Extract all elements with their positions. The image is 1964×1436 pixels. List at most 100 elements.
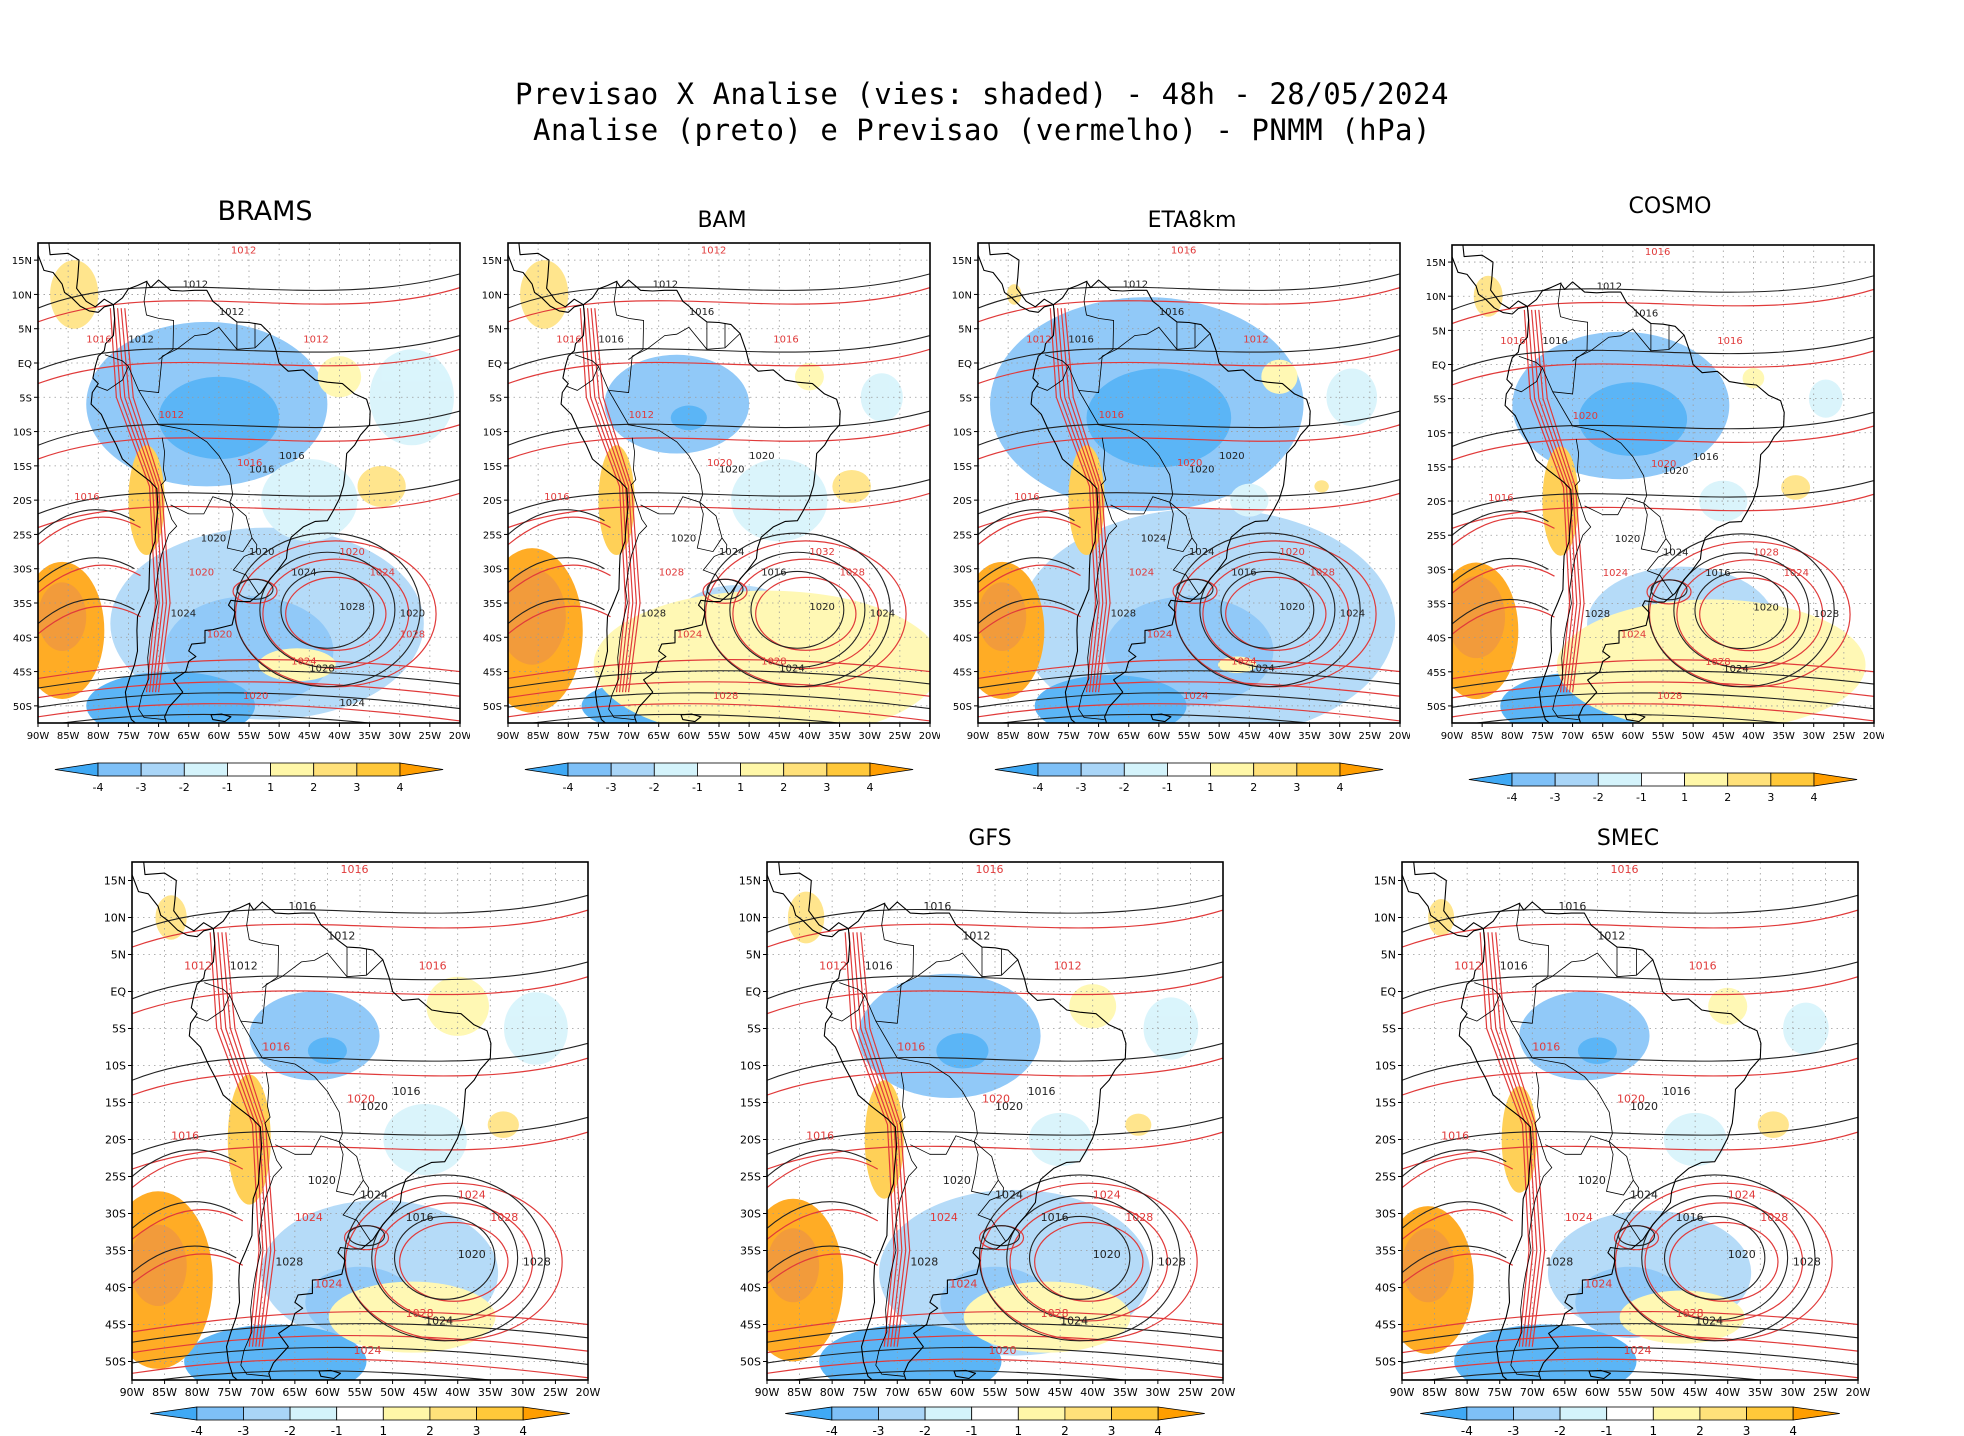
colorbar-segment <box>1513 1406 1561 1421</box>
lon-tick-label: 75W <box>1057 731 1080 742</box>
analysis-isobar-label: 1020 <box>201 533 226 544</box>
forecast-isobar-label: 1020 <box>243 691 268 702</box>
lat-tick-label: 35S <box>105 1245 126 1258</box>
lon-tick-label: 85W <box>152 1386 177 1399</box>
lon-tick-label: 40W <box>798 731 821 742</box>
colorbar-segment <box>1684 772 1729 787</box>
colorbar-label: -2 <box>284 1424 296 1436</box>
forecast-isobar-label: 1028 <box>840 568 865 579</box>
colorbar-segment <box>653 762 698 777</box>
colorbar-segment <box>313 762 358 777</box>
lat-tick-label: EQ <box>1380 986 1396 999</box>
contour-labels: 1012101610161020102010201024102810241016… <box>544 245 895 702</box>
lat-tick-label: 15N <box>952 256 972 267</box>
analysis-isobar-label: 1028 <box>1793 1255 1821 1268</box>
analysis-isobar-label: 1012 <box>230 959 258 972</box>
lat-tick-label: EQ <box>18 359 32 370</box>
lon-tick-label: 45W <box>1683 1386 1708 1399</box>
lat-tick-label: 40S <box>1427 634 1446 645</box>
lon-tick-label: 80W <box>820 1386 845 1399</box>
lon-tick-label: 55W <box>708 731 731 742</box>
colorbar-label: 1 <box>1207 781 1214 794</box>
colorbar-label: 3 <box>823 781 830 794</box>
colorbar-label: -3 <box>606 781 617 794</box>
lat-tick-label: 30S <box>1375 1208 1396 1221</box>
lat-tick-label: 10S <box>740 1060 761 1073</box>
analysis-isobar-label: 1020 <box>719 465 744 476</box>
lon-tick-label: 35W <box>478 1386 503 1399</box>
forecast-isobar-label: 1016 <box>1099 410 1124 421</box>
lat-tick-label: EQ <box>1432 361 1446 372</box>
forecast-isobar-label: 1020 <box>707 458 732 469</box>
lat-tick-label: 15N <box>482 256 502 267</box>
country-borders <box>96 280 271 720</box>
lon-tick-label: 20W <box>1846 1386 1871 1399</box>
analysis-isobar-label: 1012 <box>653 280 678 291</box>
lat-tick-label: 40S <box>105 1282 126 1295</box>
lon-tick-label: 85W <box>527 731 550 742</box>
lat-tick-label: 10N <box>104 912 126 925</box>
lat-tick-label: 10N <box>739 912 761 925</box>
lon-tick-label: 90W <box>755 1386 780 1399</box>
country-borders <box>1510 282 1685 720</box>
analysis-isobar-label: 1012 <box>128 334 153 345</box>
lon-tick-label: 45W <box>1712 731 1735 742</box>
colorbar-segment <box>524 762 569 777</box>
lat-tick-label: 25S <box>13 530 32 541</box>
bias-shading <box>1452 275 1866 723</box>
forecast-isobar-label: 1012 <box>1454 959 1482 972</box>
analysis-isobar-label: 1024 <box>1695 1315 1723 1328</box>
country-borders <box>830 902 1019 1377</box>
forecast-isobar-label: 1024 <box>1603 568 1628 579</box>
lon-tick-label: 50W <box>1208 731 1231 742</box>
analysis-isobar-label: 1016 <box>249 465 274 476</box>
forecast-isobar-label: 1012 <box>819 959 847 972</box>
analysis-isobar-label: 1020 <box>1189 465 1214 476</box>
lat-tick-label: 45S <box>1427 668 1446 679</box>
lon-tick-label: 25W <box>419 731 442 742</box>
lat-tick-label: 25S <box>105 1171 126 1184</box>
lon-tick-label: 30W <box>510 1386 535 1399</box>
colorbar-label: 2 <box>780 781 787 794</box>
analysis-isobar-label: 1012 <box>327 930 355 943</box>
forecast-isobar-label: 1016 <box>1171 245 1196 256</box>
lon-tick-label: 65W <box>177 731 200 742</box>
forecast-isobar-label: 1024 <box>1623 1344 1651 1357</box>
title-line-2: Analise (preto) e Previsao (vermelho) - … <box>533 113 1431 147</box>
forecast-isobar-label: 1028 <box>490 1211 518 1224</box>
analysis-isobar-label: 1016 <box>865 959 893 972</box>
analysis-isobar-label: 1020 <box>943 1174 971 1187</box>
lat-tick-label: 30S <box>953 565 972 576</box>
lon-tick-label: 65W <box>917 1386 942 1399</box>
lon-tick-label: 50W <box>738 731 761 742</box>
forecast-isobar-label: 1028 <box>1760 1211 1788 1224</box>
colorbar-segment <box>1037 762 1082 777</box>
lon-tick-label: 40W <box>1742 731 1765 742</box>
lon-tick-label: 50W <box>1650 1386 1675 1399</box>
colorbar-segment <box>869 762 914 777</box>
lon-tick-label: 85W <box>1471 731 1494 742</box>
colorbar-label: -1 <box>692 781 703 794</box>
colorbar-segment <box>382 1406 431 1421</box>
contour-labels: 1016101210161016102010201024102810241016… <box>1441 863 1821 1357</box>
forecast-isobar-label: 1028 <box>406 1307 434 1320</box>
lat-tick-label: 30S <box>1427 565 1446 576</box>
analysis-isobar-label: 1024 <box>339 698 364 709</box>
map-panel-smec: 1016101210161016102010201024102810241016… <box>1374 861 1871 1436</box>
colorbar-label: 4 <box>519 1424 527 1436</box>
analysis-isobar-label: 1024 <box>1340 609 1365 620</box>
lat-tick-label: 35S <box>953 599 972 610</box>
forecast-isobar-label: 1020 <box>1617 1093 1645 1106</box>
analysis-isobar-label: 1016 <box>1068 334 1093 345</box>
forecast-isobar-label: 1012 <box>1243 334 1268 345</box>
analysis-isobar-label: 1028 <box>1545 1255 1573 1268</box>
map-panel-unnamed: 1016101210121016102010201024102810241016… <box>104 861 601 1436</box>
forecast-isobar-label: 1016 <box>171 1130 199 1143</box>
lon-tick-label: 25W <box>889 731 912 742</box>
lon-tick-label: 70W <box>885 1386 910 1399</box>
analysis-isobar-label: 1028 <box>275 1255 303 1268</box>
colorbar-label: 3 <box>1743 1424 1751 1436</box>
forecast-isobar-label: 1012 <box>701 245 726 256</box>
lon-tick-label: 40W <box>1715 1386 1740 1399</box>
lat-tick-label: 20S <box>1375 1134 1396 1147</box>
